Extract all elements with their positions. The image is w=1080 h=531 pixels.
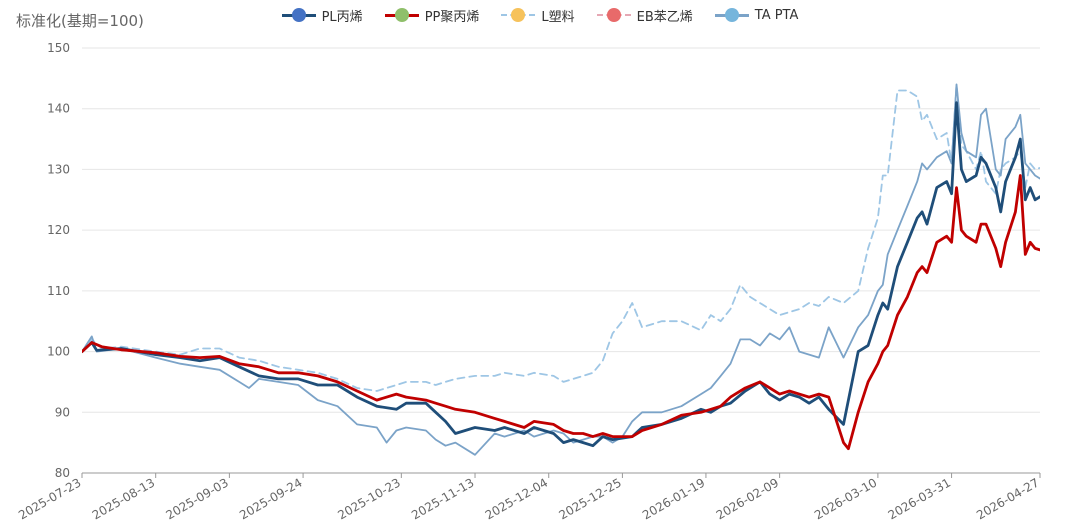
series-line-4 (82, 83, 1040, 456)
series-line-0 (82, 101, 1040, 448)
x-tick-label: 2026-01-19 (640, 475, 707, 522)
legend-label: L塑料 (541, 9, 575, 25)
x-tick-label: 2025-11-13 (409, 475, 476, 522)
legend-item[interactable]: TA PTA (714, 4, 799, 26)
y-tick-label: 120 (47, 223, 70, 237)
legend-marker (291, 8, 306, 22)
legend-label: PL丙烯 (321, 9, 363, 25)
y-axis-title: 标准化(基期=100) (16, 12, 144, 30)
x-tick-label: 2025-12-04 (483, 475, 550, 522)
x-tick-label: 2026-02-09 (714, 475, 781, 522)
legend-label: PP聚丙烯 (424, 9, 480, 25)
x-tick-label: 2025-12-25 (557, 475, 624, 522)
legend-item[interactable]: PL丙烯 (281, 4, 363, 26)
x-tick-label: 2025-08-13 (90, 475, 157, 522)
legend-item[interactable]: EB苯乙烯 (596, 4, 693, 26)
y-tick-label: 110 (47, 284, 70, 298)
legend-marker (724, 8, 739, 22)
y-tick-label: 130 (47, 162, 70, 176)
legend-swatch (384, 8, 419, 22)
legend-label: TA PTA (754, 7, 799, 23)
y-tick-label: 150 (47, 41, 70, 55)
y-tick-label: 90 (55, 405, 70, 419)
legend: PL丙烯 PP聚丙烯 L塑料 EB苯乙烯 TA PTA (0, 4, 1080, 26)
x-tick-label: 2026-03-10 (812, 475, 879, 522)
legend-marker (394, 8, 409, 22)
legend-swatch (501, 8, 536, 22)
series-group (82, 83, 1040, 456)
legend-item[interactable]: PP聚丙烯 (384, 4, 480, 26)
y-tick-label: 100 (47, 345, 70, 359)
y-tick-label: 80 (55, 466, 70, 480)
y-tick-label: 140 (47, 102, 70, 116)
x-tick-label: 2026-04-27 (974, 475, 1041, 522)
series-line-1 (82, 174, 1040, 451)
legend-swatch (596, 8, 631, 22)
legend-swatch (281, 8, 316, 22)
x-tick-label: 2026-03-31 (886, 475, 953, 522)
legend-label: EB苯乙烯 (636, 9, 693, 25)
x-tick-label: 2025-10-23 (335, 475, 402, 522)
x-tick-label: 2025-07-23 (16, 475, 83, 522)
x-tick-label: 2025-09-03 (163, 475, 230, 522)
x-tick-label: 2025-09-24 (237, 475, 304, 522)
legend-marker (606, 8, 621, 22)
legend-swatch (714, 8, 749, 22)
legend-item[interactable]: L塑料 (501, 4, 575, 26)
legend-marker (511, 8, 526, 22)
series-line-2 (82, 83, 1040, 392)
